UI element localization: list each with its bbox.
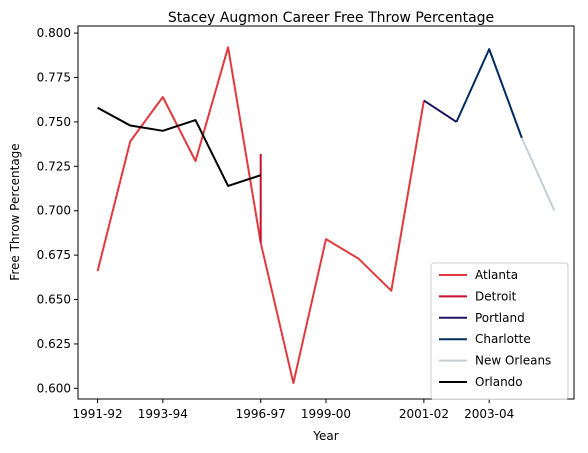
x-tick-label: 2003-04 xyxy=(464,407,514,421)
series-line-portland xyxy=(423,99,458,123)
y-tick-label: 0.800 xyxy=(37,26,71,40)
y-tick-label: 0.725 xyxy=(37,159,71,173)
legend-label: Detroit xyxy=(475,289,517,303)
y-tick-label: 0.775 xyxy=(37,71,71,85)
series-line-new-orleans xyxy=(520,137,556,212)
series-layer xyxy=(96,46,556,384)
y-tick-label: 0.700 xyxy=(37,204,71,218)
legend-label: Portland xyxy=(475,311,525,325)
legend: Atlanta Detroit Portland Charlotte New Orlea… xyxy=(430,262,569,400)
x-axis-label: Year xyxy=(312,429,338,443)
y-tick-label: 0.625 xyxy=(37,337,71,351)
y-tick-label: 0.750 xyxy=(37,115,71,129)
y-axis: 0.600 0.625 0.650 0.675 0.700 0.725 0.750 0.775… xyxy=(37,26,78,395)
x-tick-label: 1991-92 xyxy=(73,407,123,421)
legend-label: New Orleans xyxy=(475,354,551,368)
x-tick-label: 1996-97 xyxy=(236,407,286,421)
y-tick-label: 0.675 xyxy=(37,248,71,262)
y-axis-label: Free Throw Percentage xyxy=(8,143,22,280)
x-tick-label: 1993-94 xyxy=(138,407,188,421)
chart-title: Stacey Augmon Career Free Throw Percenta… xyxy=(168,10,494,26)
legend-label: Charlotte xyxy=(475,332,531,346)
series-line-charlotte xyxy=(455,48,523,139)
x-tick-label: 1999-00 xyxy=(301,407,351,421)
legend-label: Orlando xyxy=(475,375,523,389)
x-tick-label: 2001-02 xyxy=(399,407,449,421)
y-tick-label: 0.650 xyxy=(37,293,71,307)
series-line-orlando xyxy=(97,106,262,187)
legend-label: Atlanta xyxy=(475,268,518,282)
y-tick-label: 0.600 xyxy=(37,381,71,395)
x-axis: 1991-92 1993-94 1996-97 1999-00 2001-02 2003-… xyxy=(73,399,514,421)
